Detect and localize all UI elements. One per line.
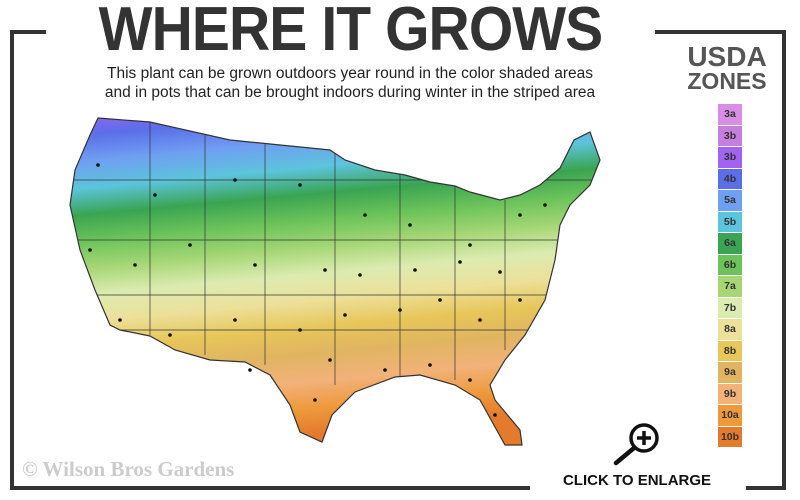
city-dot bbox=[313, 398, 317, 402]
legend-zone-8b: 8b bbox=[718, 340, 742, 361]
city-dot bbox=[468, 378, 472, 382]
zone-shading bbox=[70, 118, 600, 445]
city-dot bbox=[253, 263, 257, 267]
city-dot bbox=[543, 203, 547, 207]
city-dot bbox=[518, 213, 522, 217]
city-dot bbox=[428, 363, 432, 367]
city-dot bbox=[88, 248, 92, 252]
us-outline bbox=[69, 117, 601, 446]
legend-zone-3b: 3b bbox=[718, 125, 742, 146]
city-dot bbox=[298, 328, 302, 332]
subtitle-line-1: This plant can be grown outdoors year ro… bbox=[107, 65, 593, 82]
city-dots bbox=[88, 163, 547, 417]
legend-zone-7a: 7a bbox=[718, 276, 742, 297]
legend-zone-10b: 10b bbox=[718, 426, 742, 447]
legend-zone-9b: 9b bbox=[718, 383, 742, 404]
state-borders bbox=[70, 120, 600, 385]
city-dot bbox=[493, 413, 497, 417]
legend-zone-9a: 9a bbox=[718, 362, 742, 383]
city-dot bbox=[408, 223, 412, 227]
city-dot bbox=[133, 263, 137, 267]
city-dot bbox=[343, 313, 347, 317]
legend-title-line-1: USDA bbox=[687, 41, 767, 72]
frame-top-right bbox=[655, 30, 786, 34]
frame-bottom-right bbox=[746, 486, 786, 490]
legend-zone-6b: 6b bbox=[718, 254, 742, 275]
legend-zone-8a: 8a bbox=[718, 319, 742, 340]
city-dot bbox=[478, 318, 482, 322]
legend-zone-5a: 5a bbox=[718, 190, 742, 211]
city-dot bbox=[413, 268, 417, 272]
city-dot bbox=[458, 260, 462, 264]
city-dot bbox=[518, 298, 522, 302]
frame-top-left bbox=[10, 30, 46, 34]
city-dot bbox=[233, 318, 237, 322]
legend-zone-4b: 4b bbox=[718, 168, 742, 189]
city-dot bbox=[498, 270, 502, 274]
legend-zone-7b: 7b bbox=[718, 297, 742, 318]
click-to-enlarge-button[interactable]: CLICK TO ENLARGE bbox=[562, 472, 712, 489]
zone-legend: 3a 3b 3b 4b 5a 5b 6a 6b 7a 7b 8a 8b 9a 9b 10a 10b bbox=[718, 104, 742, 448]
frame-bottom-left bbox=[10, 486, 530, 490]
city-dot bbox=[233, 178, 237, 182]
subtitle: This plant can be grown outdoors year ro… bbox=[40, 64, 660, 102]
frame-right bbox=[782, 30, 786, 490]
magnifier-plus-icon[interactable] bbox=[608, 422, 664, 466]
page-title: WHERE IT GROWS bbox=[98, 0, 604, 64]
city-dot bbox=[398, 308, 402, 312]
legend-zone-6a: 6a bbox=[718, 233, 742, 254]
city-dot bbox=[363, 213, 367, 217]
city-dot bbox=[168, 333, 172, 337]
city-dot bbox=[153, 193, 157, 197]
legend-zone-5b: 5b bbox=[718, 211, 742, 232]
city-dot bbox=[96, 163, 100, 167]
city-dot bbox=[248, 368, 252, 372]
legend-title-line-2: ZONES bbox=[687, 68, 767, 94]
city-dot bbox=[298, 183, 302, 187]
city-dot bbox=[358, 273, 362, 277]
city-dot bbox=[468, 243, 472, 247]
city-dot bbox=[188, 243, 192, 247]
city-dot bbox=[438, 298, 442, 302]
city-dot bbox=[118, 318, 122, 322]
city-dot bbox=[383, 368, 387, 372]
copyright-watermark: © Wilson Bros Gardens bbox=[22, 457, 235, 481]
legend-title: USDA ZONES bbox=[672, 41, 782, 94]
legend-zone-3a: 3a bbox=[718, 104, 742, 125]
city-dot bbox=[328, 358, 332, 362]
city-dot bbox=[323, 268, 327, 272]
legend-zone-10a: 10a bbox=[718, 405, 742, 426]
legend-zone-3b: 3b bbox=[718, 147, 742, 168]
frame-left bbox=[10, 30, 14, 490]
subtitle-line-2: and in pots that can be brought indoors … bbox=[104, 84, 596, 101]
